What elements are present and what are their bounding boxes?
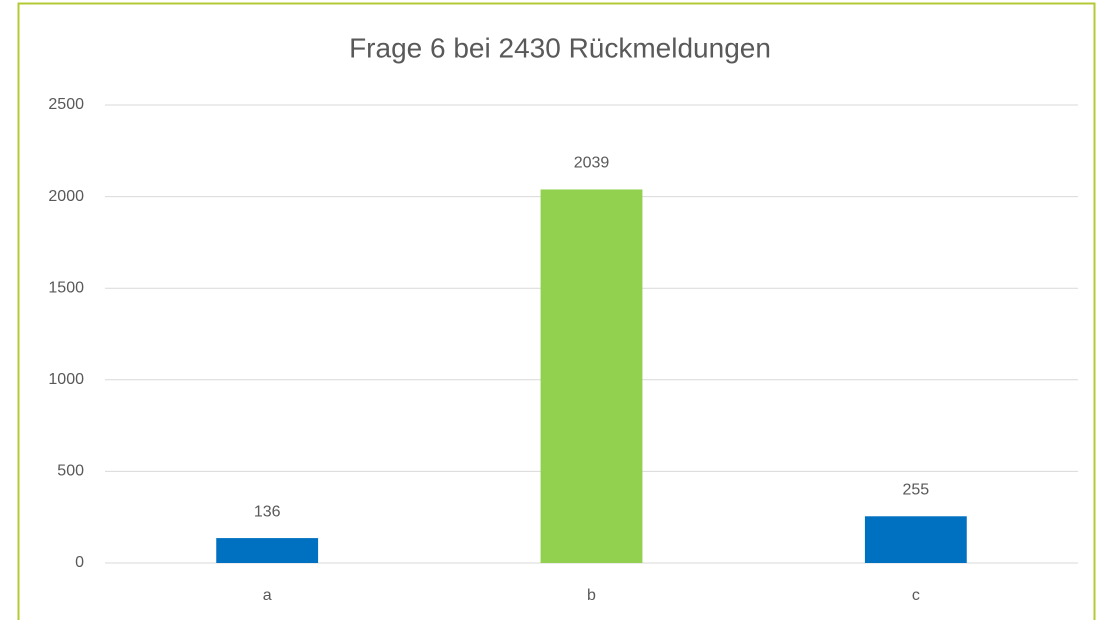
y-tick-label: 2500 xyxy=(48,96,84,113)
data-label: 2039 xyxy=(574,155,610,172)
bar xyxy=(540,189,643,563)
x-tick-label: a xyxy=(263,587,272,604)
y-tick-label: 2000 xyxy=(48,188,84,205)
bar xyxy=(216,538,319,563)
y-tick-label: 0 xyxy=(75,554,84,571)
y-tick-label: 500 xyxy=(57,463,84,480)
x-tick-label: c xyxy=(912,587,920,604)
data-label: 136 xyxy=(254,503,281,520)
chart-title: Frage 6 bei 2430 Rückmeldungen xyxy=(349,32,771,63)
data-label: 255 xyxy=(902,482,929,499)
x-tick-label: b xyxy=(587,587,596,604)
y-tick-label: 1000 xyxy=(48,371,84,388)
y-tick-label: 1500 xyxy=(48,279,84,296)
bar xyxy=(864,516,967,563)
